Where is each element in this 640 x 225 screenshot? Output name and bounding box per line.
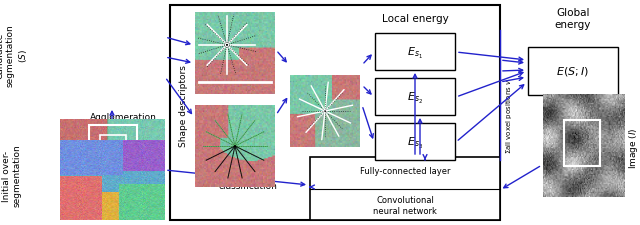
Text: Candidate
segmentation
$(S)$: Candidate segmentation $(S)$ [0, 25, 29, 87]
Text: Agglomeration: Agglomeration [90, 113, 157, 122]
Bar [170, 6, 500, 220]
Bar [375, 124, 455, 160]
Text: $\Sigma$all voxel positions $v$: $\Sigma$all voxel positions $v$ [504, 78, 514, 153]
Text: $E(S;I)$: $E(S;I)$ [556, 65, 589, 78]
Bar [375, 34, 455, 71]
Text: Boundary
classification: Boundary classification [219, 171, 277, 190]
Bar [563, 120, 600, 166]
Text: $E_{s_2}$: $E_{s_2}$ [407, 90, 423, 105]
Text: Image $(I)$: Image $(I)$ [627, 127, 639, 168]
Text: $E_{s_1}$: $E_{s_1}$ [407, 45, 423, 60]
Bar [100, 136, 126, 162]
Bar [528, 48, 618, 96]
Text: $E_{s_3}$: $E_{s_3}$ [407, 135, 423, 150]
Text: Shape descriptors: Shape descriptors [179, 65, 188, 146]
Bar [310, 157, 500, 220]
Text: Initial over-
segmentation: Initial over- segmentation [3, 144, 22, 207]
Text: Local energy: Local energy [381, 14, 449, 24]
Bar [375, 79, 455, 115]
Bar [90, 126, 137, 169]
Text: Convolutional
neural network: Convolutional neural network [373, 196, 437, 215]
Text: Global
energy: Global energy [555, 8, 591, 30]
Text: Fully-connected layer: Fully-connected layer [360, 167, 451, 176]
